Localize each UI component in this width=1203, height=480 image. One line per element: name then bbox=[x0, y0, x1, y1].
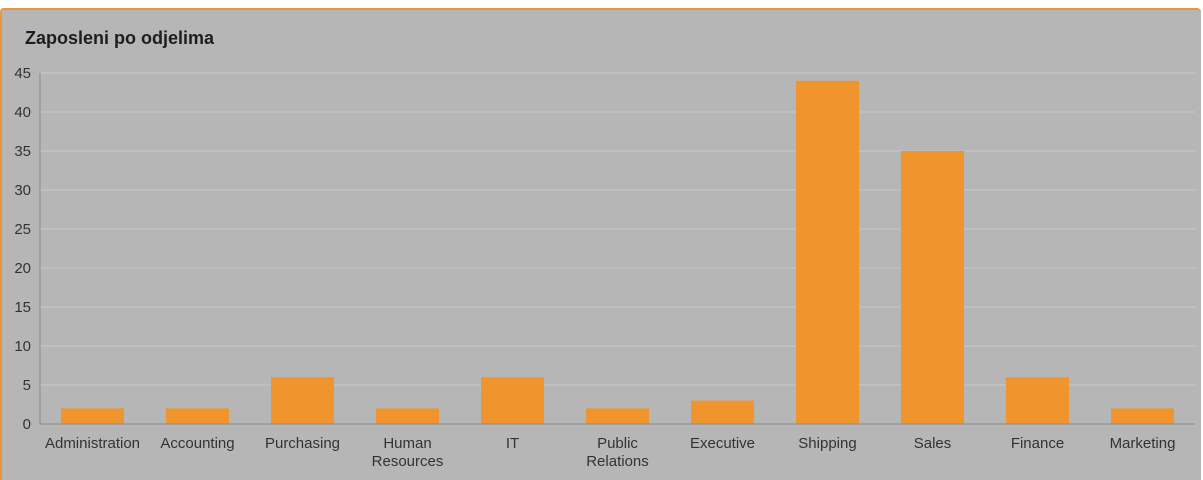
bar-human-resources[interactable] bbox=[376, 408, 439, 424]
x-tick-label: Purchasing bbox=[265, 435, 340, 452]
x-tick-label: Finance bbox=[1011, 435, 1064, 452]
x-tick-label-line: Relations bbox=[586, 453, 649, 470]
bar-shipping[interactable] bbox=[796, 80, 859, 425]
x-tick-label-line: Accounting bbox=[160, 435, 234, 452]
x-tick-label: IT bbox=[506, 435, 519, 452]
gridlines bbox=[40, 72, 1195, 386]
bar-sales[interactable] bbox=[901, 151, 964, 424]
y-tick-label: 10 bbox=[14, 338, 31, 355]
x-tick-label: Administration bbox=[45, 435, 140, 452]
x-tick-label: Human Resources bbox=[372, 435, 444, 470]
bar-it[interactable] bbox=[481, 377, 544, 424]
bar-public-relations[interactable] bbox=[586, 408, 649, 424]
x-tick-label: Executive bbox=[690, 435, 755, 452]
x-tick-label: Sales bbox=[914, 435, 952, 452]
x-tick-label-line: Marketing bbox=[1110, 435, 1176, 452]
x-axis: Administration Accounting Purchasing Human R… bbox=[40, 423, 1195, 470]
y-tick-label: 5 bbox=[23, 377, 31, 394]
y-tick-label: 25 bbox=[14, 221, 31, 238]
bar-administration[interactable] bbox=[61, 408, 124, 424]
x-tick-label-line: Public bbox=[597, 435, 638, 452]
y-tick-label: 30 bbox=[14, 182, 31, 199]
bar-accounting[interactable] bbox=[166, 408, 229, 424]
x-tick-label: Marketing bbox=[1110, 435, 1176, 452]
y-tick-label: 35 bbox=[14, 143, 31, 160]
x-tick-label-line: IT bbox=[506, 435, 519, 452]
bars bbox=[61, 80, 1174, 425]
y-tick-label: 15 bbox=[14, 299, 31, 316]
x-tick-label-line: Human bbox=[383, 435, 431, 452]
x-tick-label-line: Purchasing bbox=[265, 435, 340, 452]
bar-marketing[interactable] bbox=[1111, 408, 1174, 424]
chart-title: Zaposleni po odjelima bbox=[25, 28, 215, 48]
y-tick-label: 40 bbox=[14, 104, 31, 121]
x-tick-label: Accounting bbox=[160, 435, 234, 452]
x-tick-label: Shipping bbox=[798, 435, 856, 452]
x-tick-label: Public Relations bbox=[586, 435, 649, 470]
x-tick-label-line: Resources bbox=[372, 453, 444, 470]
y-tick-label: 20 bbox=[14, 260, 31, 277]
y-tick-label: 0 bbox=[23, 416, 31, 433]
x-tick-label-line: Administration bbox=[45, 435, 140, 452]
x-tick-label-line: Sales bbox=[914, 435, 952, 452]
x-tick-label-line: Executive bbox=[690, 435, 755, 452]
bar-finance[interactable] bbox=[1006, 377, 1069, 424]
bar-executive[interactable] bbox=[691, 400, 754, 424]
y-tick-label: 45 bbox=[14, 65, 31, 82]
x-tick-label-line: Shipping bbox=[798, 435, 856, 452]
y-axis: 0 5 10 15 20 25 30 35 40 45 bbox=[14, 65, 41, 433]
chart-panel bbox=[0, 8, 1201, 480]
bar-purchasing[interactable] bbox=[271, 377, 334, 424]
x-tick-label-line: Finance bbox=[1011, 435, 1064, 452]
